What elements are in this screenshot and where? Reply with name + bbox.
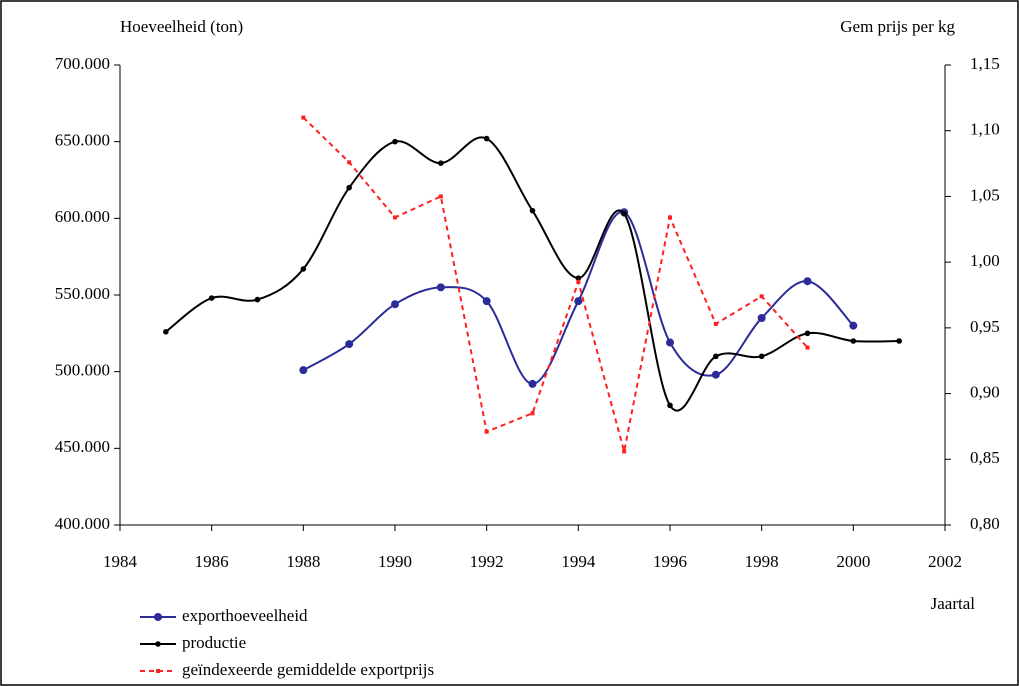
point (757, 314, 766, 322)
legend-marker (154, 613, 162, 621)
point (666, 338, 674, 347)
point (436, 283, 445, 292)
point (300, 266, 307, 272)
point (391, 300, 399, 309)
point (713, 321, 718, 326)
x-tick-label: 1986 (195, 552, 229, 571)
series-line (302, 116, 809, 452)
y2-tick-label: 0,80 (970, 514, 1000, 533)
point (574, 297, 583, 306)
point (345, 340, 354, 349)
point (254, 296, 261, 303)
point (438, 160, 444, 166)
legend-marker (155, 641, 161, 647)
point (805, 345, 810, 350)
y-axis-title: Hoeveelheid (ton) (120, 17, 243, 36)
y2-tick-label: 0,95 (970, 317, 1000, 336)
point (804, 330, 811, 337)
x-tick-label: 1998 (745, 552, 779, 571)
y2-tick-label: 1,15 (970, 54, 1000, 73)
point (483, 135, 490, 142)
point (850, 338, 857, 344)
point (849, 321, 858, 330)
point (575, 275, 582, 281)
point (668, 215, 672, 220)
point (438, 194, 443, 199)
y2-axis-title: Gem prijs per kg (840, 17, 955, 36)
point (208, 295, 215, 301)
x-tick-label: 1988 (286, 552, 320, 571)
point (392, 138, 398, 145)
point (163, 329, 169, 335)
y-tick-label: 450.000 (55, 437, 110, 456)
y2-tick-label: 1,05 (970, 185, 1000, 204)
y-tick-label: 400.000 (55, 514, 110, 533)
y2-tick-label: 0,90 (970, 382, 1000, 401)
point (301, 115, 306, 120)
point (530, 411, 535, 416)
point (803, 277, 812, 286)
x-tick-label: 1990 (378, 552, 412, 571)
point (528, 379, 537, 388)
point (347, 160, 352, 165)
point (622, 449, 627, 454)
y2-tick-label: 0,85 (970, 448, 1000, 467)
legend-label: exporthoeveelheid (182, 606, 308, 625)
y2-tick-label: 1,10 (970, 120, 1000, 139)
x-tick-label: 1996 (653, 552, 687, 571)
y-tick-label: 500.000 (55, 361, 110, 380)
point (484, 429, 489, 434)
x-tick-label: 2000 (836, 552, 870, 571)
point (896, 338, 902, 344)
legend-label: geïndexeerde gemiddelde exportprijs (182, 660, 434, 679)
x-tick-label: 2002 (928, 552, 962, 571)
point (529, 207, 536, 214)
point (482, 297, 491, 306)
x-tick-label: 1994 (561, 552, 596, 571)
legend-marker (156, 669, 160, 673)
point (576, 279, 581, 284)
x-tick-label: 1992 (470, 552, 504, 571)
x-axis-title: Jaartal (931, 594, 976, 613)
point (621, 210, 627, 217)
x-tick-label: 1984 (103, 552, 138, 571)
point (299, 366, 308, 375)
y-tick-label: 650.000 (55, 131, 110, 150)
y2-tick-label: 1,00 (970, 251, 1000, 270)
point (393, 215, 397, 220)
point (667, 402, 673, 409)
legend-label: productie (182, 633, 246, 652)
point (711, 370, 720, 379)
point (759, 294, 764, 299)
point (758, 353, 765, 360)
point (346, 184, 352, 191)
y-tick-label: 700.000 (55, 54, 110, 73)
point (713, 353, 719, 360)
y-tick-label: 550.000 (55, 284, 110, 303)
y-tick-label: 600.000 (55, 207, 110, 226)
